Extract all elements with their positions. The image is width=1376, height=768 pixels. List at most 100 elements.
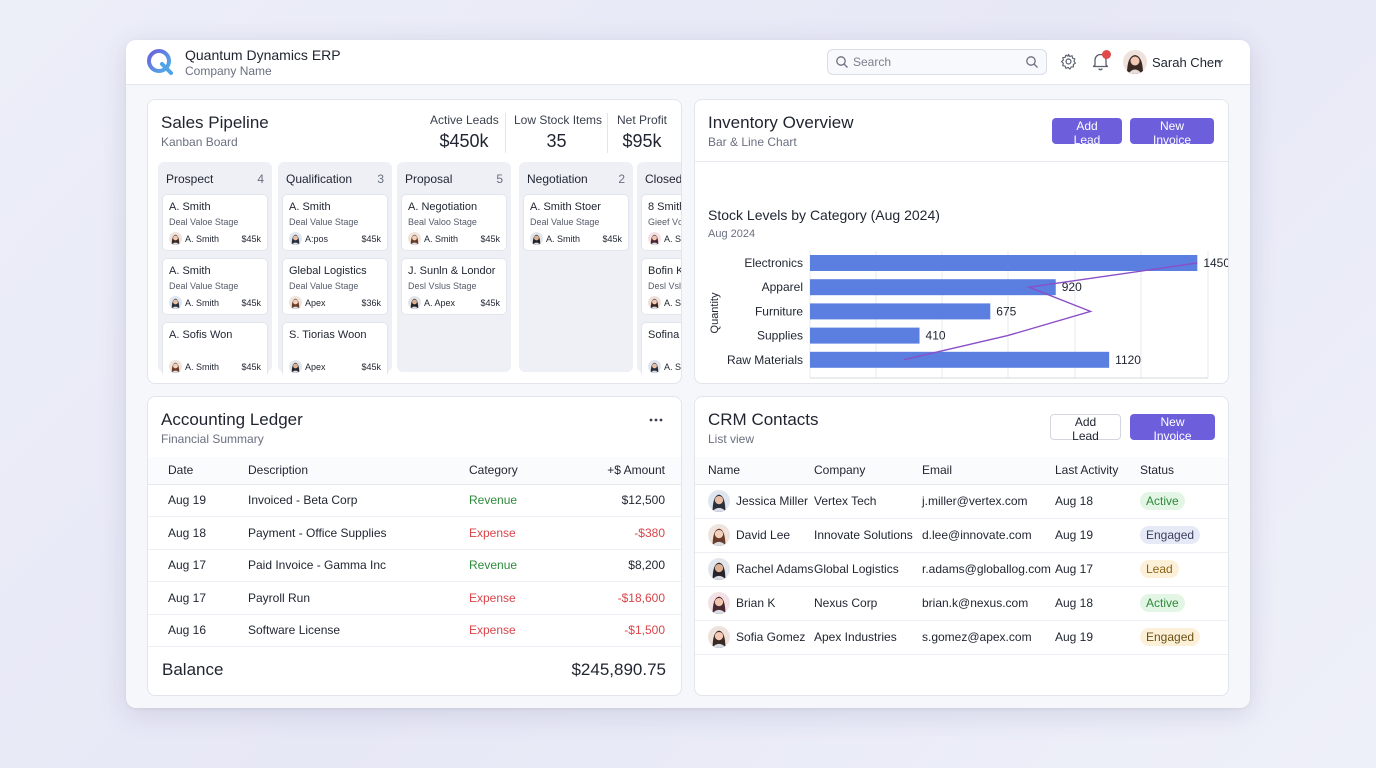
- table-row[interactable]: Aug 17 Payroll Run Expense -$18,600: [148, 581, 681, 615]
- category-cell: Revenue: [469, 549, 579, 582]
- stat-value: $450k: [439, 131, 489, 151]
- avatar: [289, 360, 302, 373]
- bar: [810, 255, 1198, 271]
- bar: [810, 303, 991, 320]
- column-header[interactable]: Company: [814, 457, 922, 485]
- category-label: Raw Materials: [727, 353, 803, 367]
- card-subtitle: Financial Summary: [161, 432, 264, 446]
- email-cell[interactable]: d.lee@innovate.com: [922, 518, 1055, 553]
- search-input[interactable]: [853, 53, 1013, 71]
- email-cell[interactable]: j.miller@vertex.com: [922, 484, 1055, 519]
- sales-pipeline-card: Sales Pipeline Kanban Board Active Leads…: [147, 99, 682, 384]
- contact-name[interactable]: Sofia Gomez: [736, 630, 806, 644]
- column-count: 3: [377, 172, 384, 186]
- email-cell[interactable]: s.gomez@apex.com: [922, 620, 1055, 655]
- kanban-card[interactable]: A. Smith Stoer Deal Value Stage A. Smith $4…: [523, 194, 629, 251]
- user-name[interactable]: Sarah Chen: [1152, 55, 1222, 70]
- card-amount: $45k: [480, 234, 500, 244]
- column-header[interactable]: Description: [248, 457, 469, 485]
- card-title: Sales Pipeline: [161, 113, 269, 132]
- column-title[interactable]: Negotiation: [527, 172, 588, 186]
- table-row[interactable]: David Lee Innovate Solutions d.lee@innovat…: [695, 518, 1228, 553]
- new-invoice-button[interactable]: New Invoice: [1130, 118, 1214, 147]
- column-title[interactable]: Qualification: [286, 172, 353, 186]
- table-row[interactable]: Aug 18 Payment - Office Supplies Expense -$…: [148, 516, 681, 550]
- kanban-card[interactable]: J. Sunln & Londor Desl Vslus Stage A. Apex…: [401, 258, 507, 315]
- status-cell: Active: [1140, 484, 1228, 519]
- column-title[interactable]: Prospect: [166, 172, 214, 186]
- column-header[interactable]: +$ Amount: [579, 457, 681, 485]
- table-row[interactable]: Rachel Adams Global Logistics r.adams@glob…: [695, 552, 1228, 587]
- table-row[interactable]: Brian K Nexus Corp brian.k@nexus.com Aug 18…: [695, 586, 1228, 621]
- card-name: Glebal Logistics: [289, 265, 367, 277]
- table-row[interactable]: Aug 16 Software License Expense -$1,500: [148, 614, 681, 647]
- category-cell: Revenue: [469, 484, 579, 517]
- table-row[interactable]: Sofia Gomez Apex Industries s.gomez@apex.c…: [695, 620, 1228, 655]
- date-cell: Aug 17: [148, 549, 248, 582]
- kanban-card[interactable]: A. Smith Deal Value Stage A:pos $45k: [282, 194, 388, 251]
- balance-label: Balance: [162, 660, 224, 679]
- email-cell[interactable]: r.adams@globallog.com: [922, 552, 1055, 587]
- name-cell: Rachel Adams: [695, 552, 814, 587]
- stat-active-leads: Active Leads $450k: [430, 113, 499, 152]
- data-label: 675: [996, 304, 1016, 318]
- chevron-down-icon[interactable]: [1215, 57, 1224, 66]
- avatar: [289, 232, 302, 245]
- kanban-card[interactable]: A. Sofis Won A. Smith $45k: [162, 322, 268, 374]
- status-cell: Engaged: [1140, 620, 1228, 655]
- amount-cell: -$18,600: [579, 581, 681, 615]
- logo-icon[interactable]: [146, 48, 174, 76]
- card-name: Bofin Kraft: [648, 265, 681, 277]
- card-amount: $45k: [361, 362, 381, 372]
- avatar: [708, 626, 730, 648]
- column-header[interactable]: Last Activity: [1055, 457, 1140, 485]
- new-invoice-button[interactable]: New Invoice: [1130, 414, 1215, 443]
- card-amount: $45k: [241, 362, 261, 372]
- reorder-line: [903, 262, 1198, 361]
- avatar[interactable]: [1123, 50, 1147, 74]
- stat-low-stock: Low Stock Items 35: [514, 113, 602, 152]
- contact-name[interactable]: Rachel Adams: [736, 562, 814, 576]
- column-count: 5: [496, 172, 503, 186]
- kanban-card[interactable]: 8 Smith Gieef Vc/u A. Smith: [641, 194, 681, 251]
- add-lead-button[interactable]: Add Lead: [1052, 118, 1122, 147]
- column-header[interactable]: Date: [148, 457, 248, 485]
- column-header[interactable]: Email: [922, 457, 1055, 485]
- kanban-card[interactable]: Bofin Kraft Desl Vslue A. Smith: [641, 258, 681, 315]
- table-row[interactable]: Jessica Miller Vertex Tech j.miller@vertex…: [695, 484, 1228, 519]
- more-options-icon[interactable]: [648, 417, 664, 423]
- card-owner: A. Smith: [424, 234, 459, 244]
- kanban-card[interactable]: A. Smith Deal Valoe Stage A. Smith $45k: [162, 194, 268, 251]
- column-title[interactable]: Proposal: [405, 172, 453, 186]
- card-meta: Deal Value Stage: [289, 217, 359, 227]
- amount-cell: -$1,500: [579, 614, 681, 647]
- card-subtitle: List view: [708, 432, 755, 446]
- kanban-card[interactable]: Sofina K A. Smith: [641, 322, 681, 374]
- card-name: A. Smith Stoer: [530, 201, 601, 213]
- category-label: Furniture: [755, 304, 803, 318]
- add-lead-button[interactable]: Add Lead: [1050, 414, 1121, 443]
- column-header[interactable]: Status: [1140, 457, 1228, 485]
- email-cell[interactable]: brian.k@nexus.com: [922, 586, 1055, 621]
- table-row[interactable]: Aug 19 Invoiced - Beta Corp Revenue $12,500: [148, 484, 681, 517]
- column-title[interactable]: Closed Won: [645, 172, 682, 186]
- company-cell: Vertex Tech: [814, 484, 922, 519]
- contact-name[interactable]: Jessica Miller: [736, 494, 809, 508]
- search-box[interactable]: [827, 49, 1047, 75]
- kanban-card[interactable]: Glebal Logistics Deal Value Stage Apex $36k: [282, 258, 388, 315]
- kanban-card[interactable]: A. Negotiation Beal Valoo Stage A. Smith $4…: [401, 194, 507, 251]
- table-row[interactable]: Aug 17 Paid Invoice - Gamma Inc Revenue $8,…: [148, 549, 681, 582]
- table-header-row: Date Description Category +$ Amount: [148, 457, 681, 485]
- kanban-card[interactable]: S. Tiorias Woon Apex $45k: [282, 322, 388, 374]
- search-submit-icon[interactable]: [1025, 55, 1039, 69]
- y-axis-label: Quantity: [709, 292, 721, 333]
- column-header[interactable]: Name: [695, 457, 814, 485]
- contact-name[interactable]: David Lee: [736, 528, 791, 542]
- gear-icon[interactable]: [1060, 53, 1077, 70]
- column-header[interactable]: Category: [469, 457, 579, 485]
- kanban-card[interactable]: A. Smith Deal Value Stage A. Smith $45k: [162, 258, 268, 315]
- last-activity-cell: Aug 18: [1055, 586, 1140, 621]
- contact-name[interactable]: Brian K: [736, 596, 776, 610]
- card-owner: A:pos: [305, 234, 329, 244]
- avatar: [169, 296, 182, 309]
